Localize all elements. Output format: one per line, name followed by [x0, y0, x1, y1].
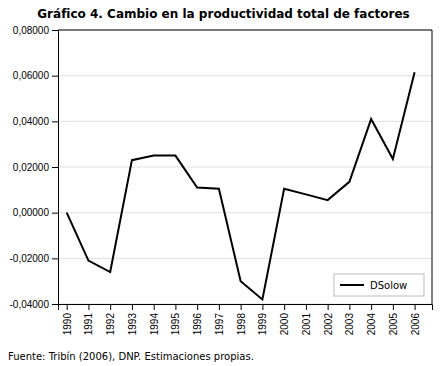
tick-label: 1990 — [62, 313, 73, 336]
tick-label: 0,00000 — [13, 207, 50, 218]
tick-mark — [175, 304, 176, 310]
tick-mark — [52, 121, 58, 122]
tick: 2001 — [301, 304, 312, 335]
grid-line — [58, 30, 432, 31]
tick: 1991 — [83, 304, 94, 335]
tick-label: 2002 — [323, 313, 334, 336]
tick-mark — [88, 304, 89, 310]
tick: 1990 — [62, 304, 73, 335]
tick-mark — [52, 76, 58, 77]
tick: 2004 — [366, 304, 377, 335]
tick-label: 0,04000 — [13, 116, 50, 127]
tick: 1994 — [149, 304, 160, 335]
tick-mark — [154, 304, 155, 310]
tick-mark — [52, 167, 58, 168]
tick: 0,00000 — [13, 207, 58, 218]
tick-mark — [52, 213, 58, 214]
tick-label: 2003 — [344, 313, 355, 336]
tick: 1993 — [127, 304, 138, 335]
tick-label: 2001 — [301, 313, 312, 336]
legend: DSolow — [334, 274, 424, 296]
grid-line — [58, 258, 432, 259]
tick-label: 1995 — [170, 313, 181, 336]
plot: -0,04000 -0,02000 0,00000 0,02000 0,04000 0,0… — [10, 25, 433, 336]
tick-label: 1991 — [83, 313, 94, 336]
tick-mark — [110, 304, 111, 310]
tick: -0,04000 — [10, 299, 58, 310]
tick-mark — [67, 304, 68, 310]
tick-mark — [284, 304, 285, 310]
line — [67, 72, 415, 299]
tick-mark — [349, 304, 350, 310]
tick-mark — [371, 304, 372, 310]
tick-mark — [52, 258, 58, 259]
tick-label: 0,02000 — [13, 162, 50, 173]
tick: 1997 — [214, 304, 225, 335]
tick-mark — [328, 304, 329, 310]
grid-line — [58, 75, 432, 76]
tick: 1998 — [236, 304, 247, 335]
tick: 0,04000 — [13, 116, 58, 127]
axis-line — [52, 31, 59, 305]
tick: 1995 — [170, 304, 181, 335]
grid-line — [58, 167, 432, 168]
frame — [58, 30, 432, 31]
tick-label: 2004 — [366, 313, 377, 336]
grid — [58, 30, 432, 304]
tick-label: 1998 — [236, 313, 247, 336]
legend-label: DSolow — [370, 280, 407, 291]
tick-mark — [132, 304, 133, 310]
tick-label: -0,04000 — [10, 299, 50, 310]
tick-label: -0,02000 — [10, 253, 50, 264]
legend-box — [334, 274, 424, 296]
tick: 2003 — [344, 304, 355, 335]
tick-mark — [52, 30, 58, 31]
tick: 1999 — [257, 304, 268, 335]
tick-label: 2005 — [388, 313, 399, 336]
chart: Gráfico 4. Cambio en la productividad to… — [0, 0, 447, 366]
tick: 2002 — [323, 304, 334, 335]
tick-label: 1999 — [257, 313, 268, 336]
tick: 1992 — [105, 304, 116, 335]
y-axis: -0,04000 -0,02000 0,00000 0,02000 0,04000 0,0… — [10, 25, 59, 310]
tick-mark — [306, 304, 307, 310]
tick-label: 0,06000 — [13, 70, 50, 81]
tick-mark — [219, 304, 220, 310]
legend-swatch — [340, 284, 364, 286]
tick-mark — [262, 304, 263, 310]
tick: 2005 — [388, 304, 399, 335]
tick: -0,02000 — [10, 253, 58, 264]
tick: 2000 — [279, 304, 290, 335]
marks — [67, 72, 415, 299]
tick-label: 0,08000 — [13, 25, 50, 36]
grid-line — [58, 121, 432, 122]
tick: 0,06000 — [13, 70, 58, 81]
tick: 2006 — [410, 304, 421, 335]
grid-line — [58, 212, 432, 213]
tick: 1996 — [192, 304, 203, 335]
tick-label: 1996 — [192, 313, 203, 336]
x-axis: 1990 1991 1992 1993 1994 1995 1996 1997 1998 1999… — [59, 304, 433, 335]
frame — [432, 30, 433, 304]
tick-mark — [415, 304, 416, 310]
tick-mark — [241, 304, 242, 310]
tick-label: 1997 — [214, 313, 225, 336]
tick-mark — [393, 304, 394, 310]
tick-label: 2006 — [410, 313, 421, 336]
tick-label: 1993 — [127, 313, 138, 336]
tick-mark — [197, 304, 198, 310]
tick-label: 1994 — [149, 313, 160, 336]
title: Gráfico 4. Cambio en la productividad to… — [37, 7, 409, 21]
footnote: Fuente: Tribín (2006), DNP. Estimaciones… — [8, 351, 254, 362]
tick: 0,02000 — [13, 162, 58, 173]
axis-line — [59, 305, 433, 311]
tick-mark — [52, 304, 58, 305]
tick: 0,08000 — [13, 25, 58, 36]
tick-label: 1992 — [105, 313, 116, 336]
tick-label: 2000 — [279, 313, 290, 336]
